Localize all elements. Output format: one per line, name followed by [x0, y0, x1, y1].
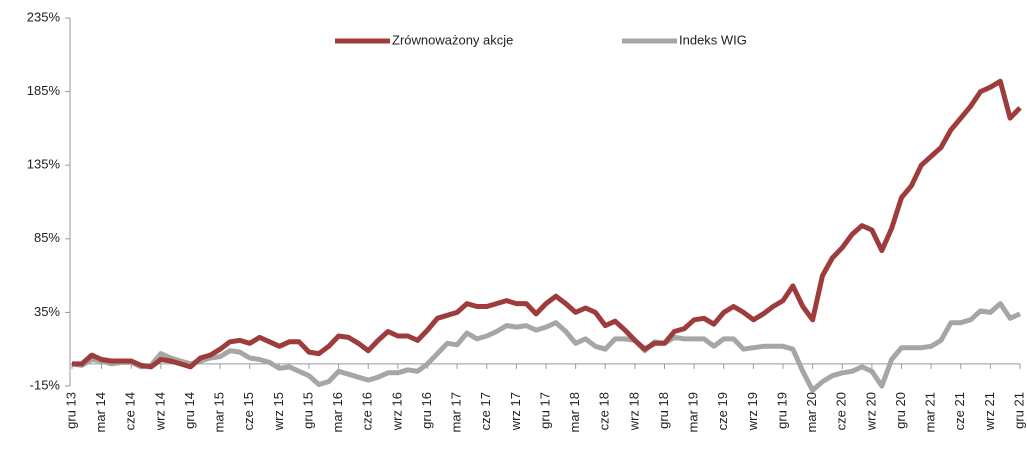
- x-tick-label: wrz 21: [982, 392, 997, 431]
- x-tick-label: cze 19: [715, 392, 730, 430]
- x-tick-label: wrz 18: [626, 392, 641, 431]
- y-tick-label: 35%: [34, 304, 60, 319]
- x-tick-label: mar 15: [212, 392, 227, 432]
- x-tick-label: cze 14: [123, 392, 138, 430]
- x-tick-label: mar 19: [686, 392, 701, 432]
- x-tick-label: wrz 15: [271, 392, 286, 431]
- legend-label: Zrównoważony akcje: [392, 32, 513, 47]
- series-line: [72, 78, 1022, 370]
- series-line: [71, 301, 1022, 393]
- x-tick-label: cze 16: [360, 392, 375, 430]
- x-tick-label: mar 16: [330, 392, 345, 432]
- x-tick-label: wrz 17: [508, 392, 523, 431]
- x-tick-label: gru 20: [893, 392, 908, 429]
- x-tick-label: gru 18: [656, 392, 671, 429]
- y-tick-label: 85%: [34, 230, 60, 245]
- x-tick-label: cze 20: [834, 392, 849, 430]
- x-tick-label: gru 15: [300, 392, 315, 429]
- x-tick-label: gru 21: [1011, 392, 1026, 429]
- x-tick-label: mar 17: [449, 392, 464, 432]
- y-tick-label: -15%: [30, 377, 61, 392]
- x-tick-label: cze 18: [597, 392, 612, 430]
- y-tick-label: 135%: [27, 157, 61, 172]
- x-tick-label: mar 18: [567, 392, 582, 432]
- x-tick-label: gru 17: [537, 392, 552, 429]
- y-tick-label: 185%: [27, 83, 61, 98]
- y-tick-label: 235%: [27, 9, 61, 24]
- x-tick-label: wrz 14: [152, 392, 167, 431]
- x-tick-label: gru 14: [182, 392, 197, 429]
- x-tick-label: gru 13: [63, 392, 78, 429]
- x-tick-label: wrz 19: [745, 392, 760, 431]
- x-tick-label: mar 20: [804, 392, 819, 432]
- x-tick-label: cze 15: [241, 392, 256, 430]
- legend-label: Indeks WIG: [679, 32, 747, 47]
- x-tick-label: gru 19: [774, 392, 789, 429]
- x-tick-label: wrz 16: [389, 392, 404, 431]
- x-tick-label: mar 21: [923, 392, 938, 432]
- x-tick-label: mar 14: [93, 392, 108, 432]
- x-tick-label: wrz 20: [863, 392, 878, 431]
- x-tick-label: cze 21: [952, 392, 967, 430]
- x-tick-label: gru 16: [419, 392, 434, 429]
- x-tick-label: cze 17: [478, 392, 493, 430]
